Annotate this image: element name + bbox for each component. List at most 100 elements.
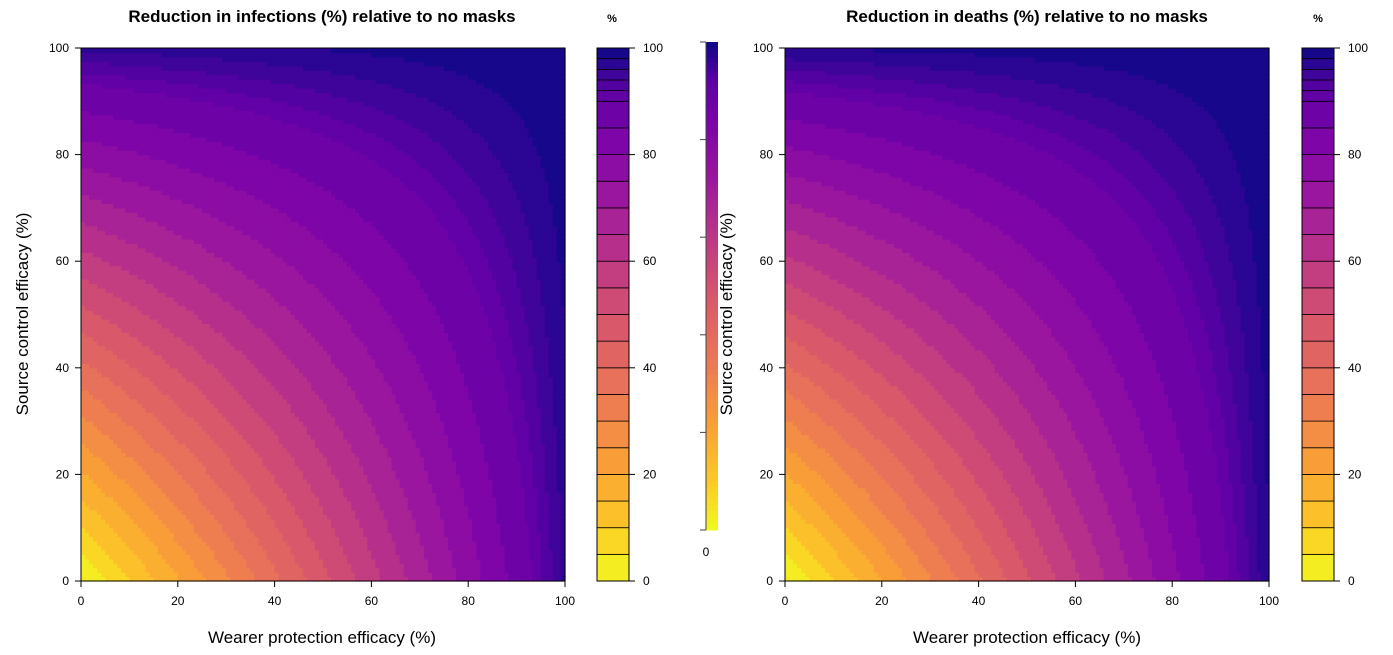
contour-cell — [113, 252, 118, 258]
contour-cell — [238, 96, 243, 102]
contour-cell — [153, 252, 159, 258]
contour-cell — [177, 523, 183, 529]
contour-cell — [141, 567, 147, 573]
contour-cell — [222, 127, 227, 133]
contour-cell — [246, 398, 251, 404]
contour-cell — [161, 372, 167, 378]
contour-cell — [121, 576, 126, 582]
contour-cell — [218, 278, 223, 285]
contour-cell — [242, 105, 247, 111]
contour-cell — [137, 283, 143, 289]
contour-cell — [85, 509, 90, 515]
contour-cell — [113, 332, 118, 338]
contour-cell — [197, 234, 203, 240]
contour-cell — [153, 154, 159, 160]
contour-cell — [133, 83, 139, 89]
contour-cell — [153, 96, 159, 102]
contour-cell — [81, 292, 86, 298]
contour-cell — [185, 523, 191, 529]
contour-cell — [218, 221, 223, 227]
contour-cell — [242, 332, 247, 338]
contour-cell — [93, 287, 98, 293]
contour-cell — [226, 514, 231, 520]
contour-cell — [181, 554, 187, 560]
contour-cell — [125, 127, 130, 133]
contour-cell — [189, 541, 195, 547]
contour-cell — [101, 478, 106, 484]
contour-cell — [169, 469, 175, 475]
contour-cell — [234, 505, 239, 511]
contour-cell — [101, 119, 106, 125]
contour-cell — [181, 287, 187, 293]
contour-cell — [210, 176, 215, 182]
contour-cell — [226, 532, 231, 538]
contour-cell — [133, 127, 139, 133]
contour-cell — [113, 190, 118, 196]
contour-cell — [206, 332, 211, 338]
contour-cell — [125, 207, 130, 213]
contour-cell — [153, 474, 159, 480]
contour-cell — [121, 48, 126, 54]
contour-cell — [206, 141, 211, 147]
contour-cell — [230, 154, 235, 160]
contour-cell — [193, 465, 199, 471]
contour-cell — [117, 301, 122, 307]
contour-cell — [197, 358, 203, 364]
contour-cell — [121, 216, 126, 222]
contour-cell — [93, 447, 98, 453]
contour-cell — [234, 412, 239, 418]
contour-cell — [81, 536, 86, 542]
contour-cell — [109, 261, 114, 267]
contour-cell — [153, 541, 159, 547]
contour-cell — [113, 83, 118, 89]
contour-cell — [129, 79, 135, 85]
contour-cell — [129, 443, 135, 449]
contour-cell — [206, 154, 211, 160]
contour-cell — [141, 74, 147, 80]
contour-cell — [109, 336, 114, 342]
contour-cell — [85, 203, 90, 209]
contour-cell — [161, 278, 167, 285]
contour-cell — [141, 443, 147, 449]
contour-cell — [197, 238, 203, 245]
contour-cell — [197, 154, 203, 160]
contour-cell — [189, 119, 195, 125]
contour-cell — [85, 332, 90, 338]
contour-cell — [109, 52, 114, 58]
contour-cell — [109, 536, 114, 542]
contour-cell — [157, 456, 163, 462]
contour-cell — [189, 141, 195, 147]
contour-cell — [157, 65, 163, 71]
contour-cell — [81, 176, 86, 182]
contour-cell — [193, 92, 199, 98]
contour-cell — [189, 83, 195, 89]
contour-cell — [145, 287, 151, 293]
contour-cell — [202, 465, 207, 471]
contour-cell — [145, 336, 151, 342]
contour-cell — [117, 74, 122, 80]
contour-cell — [137, 398, 143, 404]
contour-cell — [161, 141, 167, 147]
contour-cell — [218, 310, 223, 316]
contour-cell — [145, 292, 151, 298]
contour-cell — [206, 314, 211, 320]
contour-cell — [189, 212, 195, 218]
contour-cell — [177, 123, 183, 129]
contour-cell — [141, 314, 147, 320]
contour-cell — [173, 101, 179, 107]
contour-cell — [113, 394, 118, 400]
contour-cell — [230, 336, 235, 342]
contour-cell — [101, 252, 106, 258]
contour-cell — [101, 332, 106, 338]
contour-cell — [129, 212, 135, 218]
contour-cell — [218, 514, 223, 520]
contour-cell — [226, 314, 231, 320]
contour-cell — [185, 150, 191, 156]
contour-cell — [185, 292, 191, 298]
contour-cell — [149, 354, 155, 360]
contour-cell — [113, 172, 118, 178]
contour-cell — [181, 421, 187, 427]
contour-cell — [206, 505, 211, 511]
contour-cell — [133, 278, 139, 285]
contour-cell — [165, 287, 171, 293]
